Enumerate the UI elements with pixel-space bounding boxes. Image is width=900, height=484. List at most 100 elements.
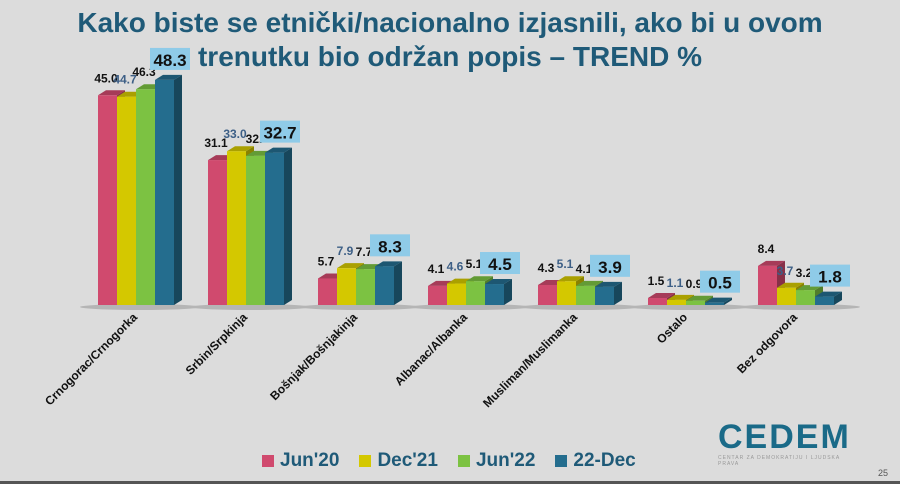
bar-top xyxy=(557,276,584,282)
bar-22dec xyxy=(705,302,724,305)
bar-jun22 xyxy=(356,269,375,305)
data-label-box xyxy=(590,254,630,277)
legend-item-jun22: Jun'22 xyxy=(457,450,536,472)
bar-top xyxy=(265,147,292,153)
floor-shadow xyxy=(300,304,420,310)
bar-jun20 xyxy=(318,278,337,305)
data-label: 7.9 xyxy=(337,244,354,258)
bar-side xyxy=(724,297,732,305)
floor-shadow xyxy=(520,304,640,310)
data-label: 3.9 xyxy=(598,258,622,277)
bar-top xyxy=(98,90,125,96)
data-label: 0.5 xyxy=(708,274,732,293)
bar-top xyxy=(375,261,402,267)
legend-swatch xyxy=(262,455,274,467)
category-label: Albanac/Albanka xyxy=(392,310,471,389)
cedem-logo: CEDEM CENTAR ZA DEMOKRATIJU I LJUDSKA PR… xyxy=(718,418,858,467)
bar-dec21 xyxy=(447,283,466,305)
floor-shadow xyxy=(80,304,200,310)
bar-side xyxy=(504,279,512,305)
bar-jun22 xyxy=(246,155,265,305)
legend-item-jun20: Jun'20 xyxy=(262,450,339,472)
bar-22dec xyxy=(155,79,174,305)
data-label: 8.4 xyxy=(758,242,775,256)
bar-top xyxy=(595,281,622,287)
bar-top xyxy=(686,295,713,301)
bar-top xyxy=(815,291,842,297)
bar-side xyxy=(284,147,292,305)
data-label: 0.9 xyxy=(686,277,703,291)
bar-top xyxy=(705,297,732,303)
bar-jun22 xyxy=(136,89,155,305)
data-label-box xyxy=(810,264,850,287)
bar-top xyxy=(337,263,364,269)
data-label: 1.5 xyxy=(648,274,665,288)
bar-jun20 xyxy=(538,284,557,305)
data-label: 5.1 xyxy=(466,257,483,271)
legend-swatch xyxy=(457,455,470,467)
data-label: 32.7 xyxy=(263,124,296,143)
bar-dec21 xyxy=(557,281,576,305)
data-label: 3.2 xyxy=(796,266,813,280)
bar-22dec xyxy=(815,296,834,305)
floor-shadow xyxy=(630,304,750,310)
bar-top xyxy=(648,293,675,299)
bar-jun20 xyxy=(428,285,447,305)
logo-text: CEDEM xyxy=(718,418,851,456)
bar-22dec xyxy=(375,266,394,305)
legend-item-dec21: Dec'21 xyxy=(359,450,438,472)
category-label: Crnogorac/Crnogorka xyxy=(42,310,140,408)
bar-side xyxy=(614,281,622,305)
bar-side xyxy=(834,291,842,305)
legend-label: Jun'20 xyxy=(280,450,340,471)
bar-22dec xyxy=(595,286,614,305)
data-label: 7.7 xyxy=(356,245,373,259)
legend-swatch xyxy=(555,455,568,467)
bar-top xyxy=(155,74,182,80)
data-label: 1.8 xyxy=(818,268,842,287)
legend-item-22dec: 22-Dec xyxy=(555,450,636,472)
data-label-box xyxy=(370,234,410,257)
bar-top xyxy=(576,280,603,286)
data-label: 4.6 xyxy=(447,260,464,274)
title-line-2: trenutku bio održan popis – TREND % xyxy=(197,41,702,72)
bar-jun22 xyxy=(576,285,595,305)
bar-jun22 xyxy=(466,281,485,305)
bar-jun22 xyxy=(796,290,815,305)
data-label: 5.7 xyxy=(318,254,335,268)
floor-shadow xyxy=(190,304,310,310)
bar-top xyxy=(227,146,254,152)
bar-dec21 xyxy=(337,268,356,305)
category-label: Ostalo xyxy=(654,310,690,346)
data-label: 32. xyxy=(246,132,263,146)
data-label: 44.7 xyxy=(113,73,137,87)
bar-22dec xyxy=(265,152,284,305)
bar-22dec xyxy=(485,284,504,305)
bar-jun20 xyxy=(208,160,227,305)
data-label: 8.3 xyxy=(378,237,402,256)
bar-jun22 xyxy=(686,300,705,305)
bar-side xyxy=(174,74,182,305)
data-label: 5.1 xyxy=(557,257,574,271)
legend-label: Dec'21 xyxy=(377,450,438,471)
category-label: Bez odgovora xyxy=(734,310,800,376)
legend-label: Jun'22 xyxy=(475,450,536,471)
bar-top xyxy=(485,279,512,285)
data-label: 48.3 xyxy=(153,51,186,70)
bar-jun20 xyxy=(648,298,667,305)
data-label-box xyxy=(700,270,740,293)
bar-jun20 xyxy=(758,265,777,305)
bar-top xyxy=(466,276,493,282)
bar-dec21 xyxy=(777,287,796,305)
data-label: 31.1 xyxy=(204,136,228,150)
data-label-box xyxy=(260,120,300,143)
data-label: 33.0 xyxy=(223,127,247,141)
bar-top xyxy=(758,260,785,266)
legend-swatch xyxy=(359,455,372,467)
bar-top xyxy=(777,282,804,288)
bar-side xyxy=(394,261,402,305)
bar-dec21 xyxy=(667,299,686,305)
title-line-1: Kako biste se etnički/nacionalno izjasni… xyxy=(77,7,823,38)
data-label: 3.7 xyxy=(777,264,794,278)
